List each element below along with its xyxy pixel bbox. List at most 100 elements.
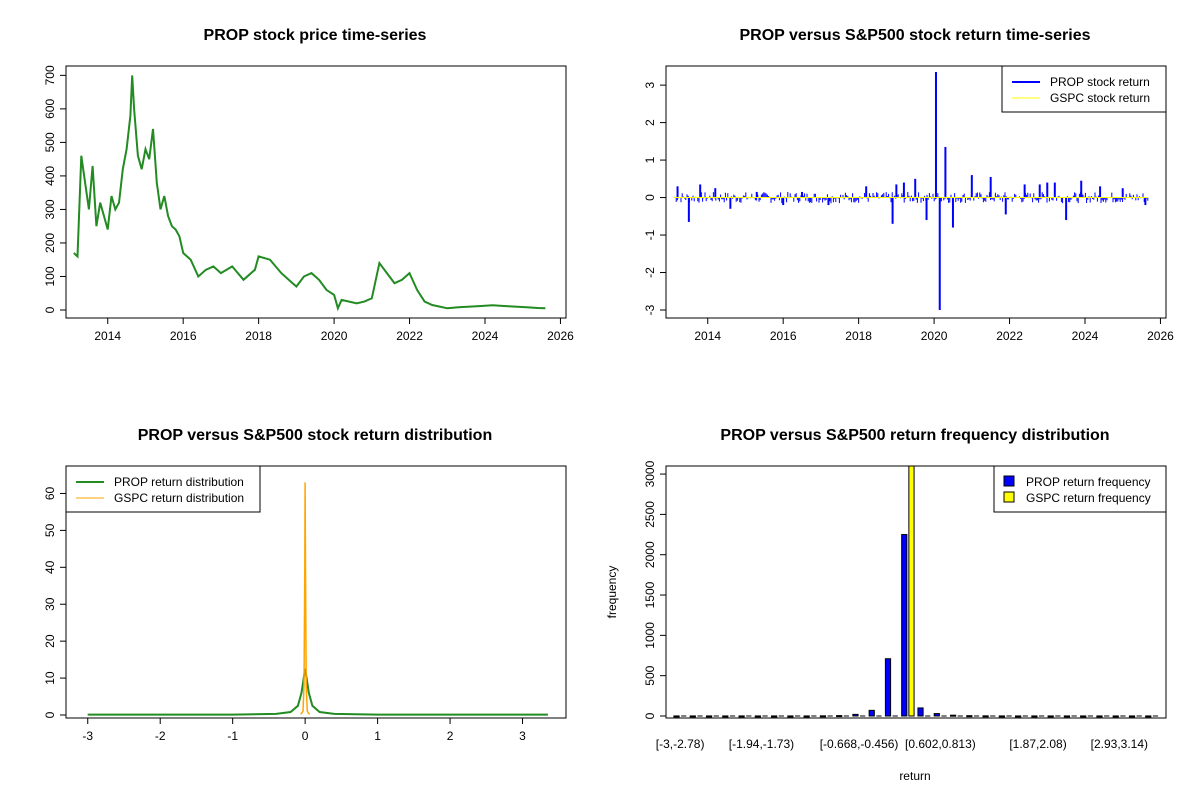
return-ts-y-tick-label: 2	[643, 119, 657, 126]
return-freq-y-tick-label: 500	[643, 665, 657, 685]
return-timeseries-x-axis: 2014 2016 2018 2020 2022 2024 2026	[694, 317, 1174, 343]
legend-swatch-prop-freq	[1003, 475, 1015, 487]
prop-freq-bar	[1112, 715, 1119, 718]
return-ts-x-tick-label: 2018	[845, 329, 872, 343]
prop-freq-bar	[917, 707, 924, 717]
prop-freq-bar	[1063, 715, 1071, 718]
return-frequency-ylabel: frequency	[605, 566, 619, 619]
return-timeseries-y-axis: -3 -2 -1 0 1 2 3	[643, 81, 667, 315]
return-freq-y-tick-label: 0	[643, 712, 657, 719]
price-y-axis: 0 100 200 300 400 500 600 700	[43, 65, 67, 313]
price-y-tick-label: 100	[43, 266, 57, 286]
gspc-dist-line	[300, 482, 311, 715]
prop-freq-bar	[673, 715, 680, 718]
prop-freq-bar	[754, 715, 761, 718]
prop-freq-bar	[803, 715, 810, 718]
price-x-tick-label: 2014	[94, 329, 121, 343]
price-y-tick-label: 500	[43, 132, 57, 152]
return-ts-x-tick-label: 2014	[694, 329, 721, 343]
prop-freq-bar	[868, 709, 875, 717]
prop-freq-bar	[787, 715, 794, 718]
price-chart-title: PROP stock price time-series	[204, 27, 427, 44]
return-dist-y-tick-label: 30	[43, 597, 57, 611]
prop-freq-bar	[1145, 715, 1152, 718]
price-y-tick-label: 200	[43, 233, 57, 253]
prop-freq-bar	[1128, 715, 1136, 718]
return-distribution-x-axis: -3 -2 -1 0 1 2 3	[82, 717, 526, 743]
return-frequency-title: PROP versus S&P500 return frequency dist…	[720, 427, 1109, 444]
return-distribution-title: PROP versus S&P500 stock return distribu…	[138, 427, 492, 444]
return-dist-x-tick-label: 1	[374, 729, 381, 743]
return-distribution-chart: PROP versus S&P500 stock return distribu…	[43, 427, 567, 743]
prop-dist-line	[87, 668, 548, 716]
return-ts-y-tick-label: -1	[643, 229, 657, 240]
return-dist-x-tick-label: -1	[227, 729, 238, 743]
prop-freq-bar	[836, 715, 843, 718]
return-frequency-x-axis: [-3,-2.78) [-1.94,-1.73) [-0.668,-0.456) [0…	[656, 737, 1148, 751]
prop-freq-bar	[933, 713, 940, 717]
return-distribution-series	[87, 482, 548, 716]
legend-swatch-gspc-freq	[1003, 491, 1015, 503]
return-freq-x-tick-label: [0.602,0.813)	[905, 737, 976, 751]
price-x-tick-label: 2020	[321, 329, 348, 343]
legend-box	[1001, 65, 1167, 113]
return-freq-y-tick-label: 3000	[643, 460, 657, 487]
prop-freq-bar	[998, 715, 1005, 718]
legend-label-gspc-freq: GSPC return frequency	[1026, 491, 1151, 505]
price-series	[73, 75, 546, 312]
return-freq-y-tick-label: 2000	[643, 541, 657, 568]
return-dist-y-tick-label: 50	[43, 523, 57, 537]
return-frequency-xlabel: return	[899, 769, 930, 783]
legend-label-prop: PROP stock return	[1050, 75, 1150, 89]
prop-freq-bar	[819, 715, 827, 718]
price-x-tick-label: 2016	[170, 329, 197, 343]
legend-box	[65, 465, 261, 513]
return-freq-x-tick-label: [1.87,2.08)	[1009, 737, 1066, 751]
return-timeseries-series	[673, 72, 1149, 310]
return-dist-x-tick-label: -3	[82, 729, 93, 743]
return-dist-y-tick-label: 0	[43, 711, 57, 718]
price-y-tick-label: 600	[43, 99, 57, 119]
prop-freq-bar	[1080, 715, 1087, 718]
return-timeseries-title: PROP versus S&P500 stock return time-ser…	[740, 27, 1091, 44]
return-distribution-y-axis: 0 10 20 30 40 50 60	[43, 486, 67, 718]
price-x-tick-label: 2022	[396, 329, 423, 343]
return-freq-y-tick-label: 1500	[643, 581, 657, 608]
return-timeseries-legend: PROP stock return GSPC stock return	[1001, 65, 1167, 113]
return-dist-x-tick-label: 2	[447, 729, 454, 743]
prop-freq-bar	[738, 715, 745, 718]
price-y-tick-label: 700	[43, 65, 57, 85]
return-dist-y-tick-label: 20	[43, 634, 57, 648]
return-dist-x-tick-label: -2	[155, 729, 166, 743]
return-dist-y-tick-label: 10	[43, 671, 57, 685]
return-freq-x-tick-label: [2.93,3.14)	[1091, 737, 1148, 751]
return-ts-x-tick-label: 2022	[996, 329, 1023, 343]
return-dist-y-tick-label: 40	[43, 560, 57, 574]
prop-freq-bar	[1015, 715, 1022, 718]
prop-freq-bar	[1031, 715, 1038, 718]
return-ts-y-tick-label: 3	[643, 81, 657, 88]
return-ts-y-tick-label: -3	[643, 304, 657, 315]
return-ts-x-tick-label: 2024	[1072, 329, 1099, 343]
prop-freq-bar	[949, 714, 957, 717]
prop-freq-bar	[884, 658, 892, 717]
prop-freq-bar	[689, 715, 696, 718]
return-freq-y-tick-label: 2500	[643, 501, 657, 528]
price-y-tick-label: 300	[43, 199, 57, 219]
price-line	[73, 75, 546, 312]
prop-freq-bar	[852, 713, 859, 717]
price-plot-box	[65, 65, 567, 319]
return-dist-x-tick-label: 3	[519, 729, 526, 743]
legend-label-gspc-dist: GSPC return distribution	[114, 491, 244, 505]
price-x-tick-label: 2024	[472, 329, 499, 343]
prop-freq-bar	[966, 715, 973, 718]
return-freq-x-tick-label: [-1.94,-1.73)	[729, 737, 794, 751]
return-dist-x-tick-label: 0	[302, 729, 309, 743]
return-ts-x-tick-label: 2016	[770, 329, 797, 343]
prop-freq-bar	[901, 534, 908, 717]
prop-freq-bar	[722, 715, 729, 718]
prop-freq-bar	[705, 715, 713, 718]
gspc-freq-bar	[908, 465, 915, 717]
